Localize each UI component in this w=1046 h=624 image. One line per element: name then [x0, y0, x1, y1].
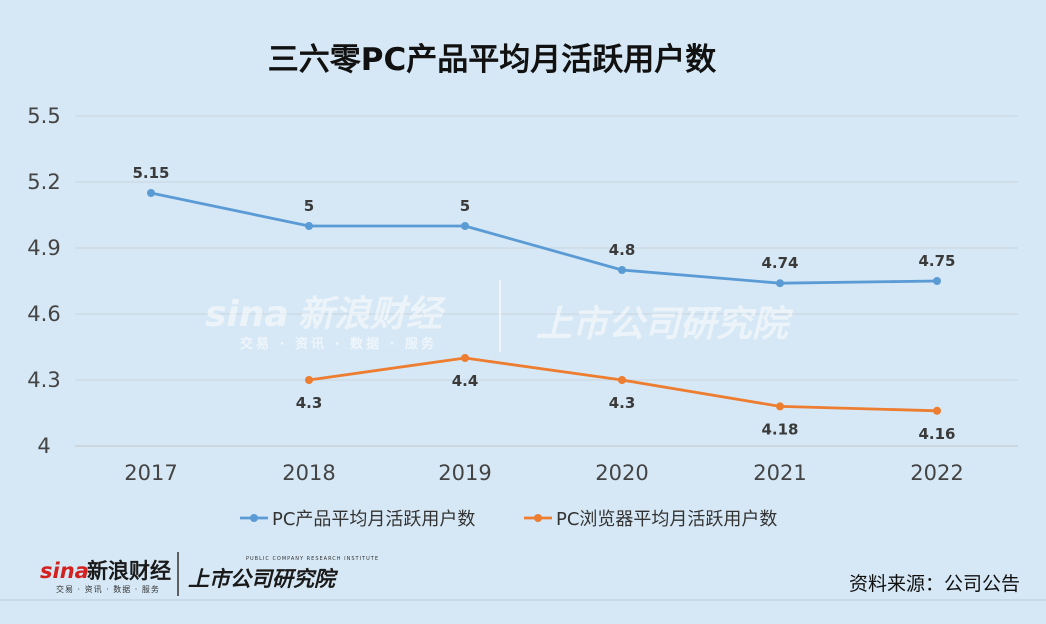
source-note: 资料来源：公司公告 — [849, 573, 1020, 595]
y-tick-label: 4.6 — [27, 302, 60, 326]
watermark-sina: sina — [205, 294, 289, 335]
x-tick-label: 2022 — [910, 461, 963, 485]
logo-institute-en: PUBLIC COMPANY RESEARCH INSTITUTE — [246, 556, 379, 562]
series-line — [150, 191, 938, 285]
y-tick-label: 5.2 — [27, 170, 60, 194]
data-point — [305, 222, 313, 230]
x-tick-label: 2020 — [595, 461, 648, 485]
data-point — [147, 189, 155, 197]
legend: PC产品平均月活跃用户数 PC浏览器平均月活跃用户数 — [240, 509, 777, 530]
y-tick-label: 5.5 — [27, 104, 60, 128]
y-axis: 4 4.3 4.6 4.9 5.2 5.5 — [27, 104, 60, 458]
y-tick-label: 4 — [37, 434, 50, 458]
legend-label: PC浏览器平均月活跃用户数 — [556, 509, 777, 530]
data-point — [618, 266, 626, 274]
data-label: 5 — [304, 197, 314, 215]
watermark-institute: 上市公司研究院 — [536, 304, 794, 345]
data-label: 5 — [460, 197, 470, 215]
y-tick-label: 4.9 — [27, 236, 60, 260]
x-tick-label: 2019 — [438, 461, 491, 485]
data-label: 4.4 — [452, 372, 479, 390]
x-tick-label: 2021 — [753, 461, 806, 485]
series-layer: 5.15 5 5 4.8 4.74 4.75 4.3 4.4 4.3 4.18 4.16 — [132, 164, 955, 443]
data-point — [933, 406, 941, 415]
x-axis: 2017 2018 2019 2020 2021 2022 — [124, 461, 963, 485]
data-label: 4.8 — [609, 241, 636, 259]
data-label: 5.15 — [132, 164, 169, 182]
data-point — [461, 222, 469, 230]
data-label: 4.75 — [918, 252, 955, 270]
x-tick-label: 2017 — [124, 461, 177, 485]
series-1: 5.15 5 5 4.8 4.74 4.75 — [132, 164, 956, 288]
logo-sina: sina — [40, 559, 89, 583]
watermark: sina 新浪财经 交易 · 资讯 · 数据 · 服务 上市公司研究院 — [205, 280, 794, 352]
data-label: 4.74 — [761, 254, 798, 272]
data-label: 4.16 — [918, 425, 955, 443]
data-label: 4.3 — [609, 394, 636, 412]
data-point — [776, 279, 784, 288]
data-point — [776, 402, 784, 411]
x-tick-label: 2018 — [282, 461, 335, 485]
watermark-brand: 新浪财经 — [298, 294, 446, 335]
data-point — [618, 376, 626, 384]
logo-brand-sub: 交易 · 资讯 · 数据 · 服务 — [56, 584, 160, 594]
y-tick-label: 4.3 — [27, 368, 60, 392]
logo-brand: 新浪财经 — [87, 559, 171, 583]
legend-marker — [534, 514, 542, 522]
legend-marker — [250, 514, 258, 522]
data-point — [305, 376, 313, 384]
logo-institute: 上市公司研究院 — [188, 567, 339, 591]
gridlines — [75, 115, 1018, 447]
legend-label: PC产品平均月活跃用户数 — [272, 509, 475, 530]
series-2: 4.3 4.4 4.3 4.18 4.16 — [296, 354, 956, 443]
data-label: 4.3 — [296, 394, 323, 412]
data-label: 4.18 — [761, 420, 798, 438]
data-point — [461, 354, 469, 362]
data-point — [933, 277, 941, 285]
chart-title: 三六零PC产品平均月活跃用户数 — [268, 42, 716, 78]
watermark-brand-sub: 交易 · 资讯 · 数据 · 服务 — [240, 336, 437, 352]
footer-logo: sina 新浪财经 交易 · 资讯 · 数据 · 服务 PUBLIC COMPA… — [40, 552, 379, 596]
